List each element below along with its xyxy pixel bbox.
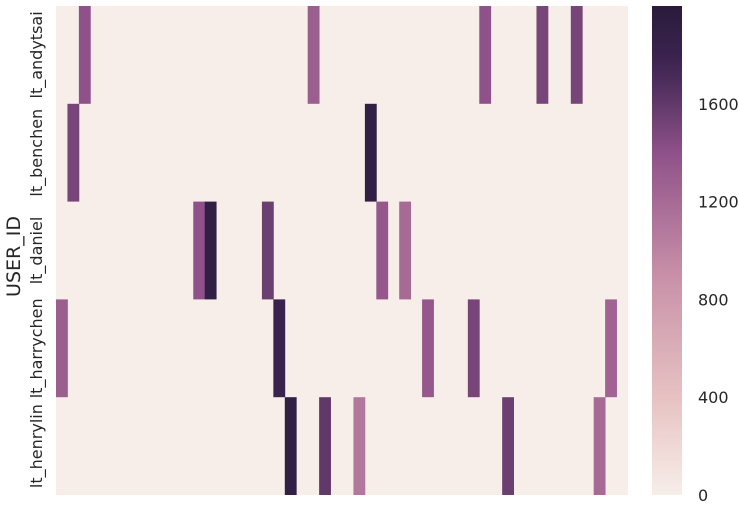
heatmap-background [56,6,628,495]
heatmap-cell [502,397,514,495]
heatmap-cell [399,201,412,300]
heatmap-cell [570,6,583,104]
heatmap-cell [376,201,389,300]
heatmap-cell [353,397,366,495]
colorbar-tick-label: 800 [698,290,729,309]
row-label: lt_benchen [27,109,47,197]
colorbar-tick-label: 0 [698,486,708,505]
row-label: lt_harrychen [27,298,47,398]
heatmap-cell [319,397,331,495]
heatmap-cell [422,299,434,398]
heatmap-cell [193,201,206,300]
heatmap-cell [284,397,297,495]
heatmap-cell [78,6,91,104]
heatmap-cell [479,6,492,104]
heatmap-cell [605,299,617,398]
row-label: lt_daniel [27,217,47,285]
heatmap-cell [307,6,320,104]
heatmap-cell [273,299,286,398]
row-label: lt_andytsai [27,11,47,98]
colorbar-tick-label: 1200 [698,193,739,212]
heatmap-cell [536,6,549,104]
heatmap-cell [593,397,606,495]
heatmap-cell [67,103,80,202]
row-label: lt_henrylin [27,404,47,488]
colorbar-tick-label: 400 [698,388,729,407]
heatmap-cell [364,103,377,202]
colorbar [652,6,682,495]
heatmap-cell [261,201,274,300]
colorbar-tick-label: 1600 [698,95,739,114]
y-axis-title: USER_ID [3,216,25,297]
heatmap-cell [467,299,480,398]
heatmap-cell [56,299,68,398]
heatmap-cell [204,201,217,300]
